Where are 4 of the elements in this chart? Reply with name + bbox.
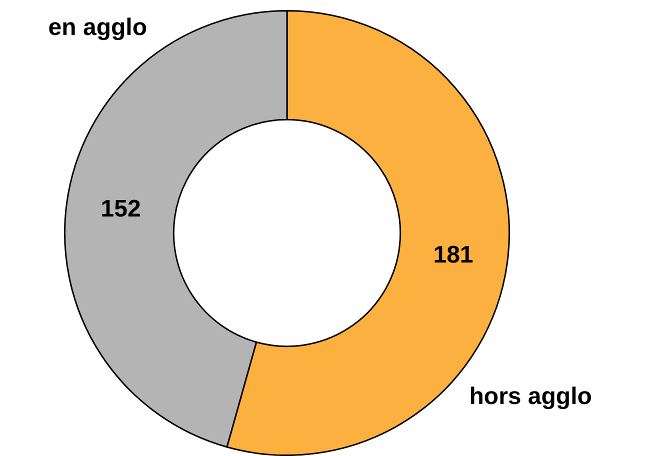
slice-label: hors agglo	[469, 383, 592, 410]
slice-label: en agglo	[48, 14, 147, 42]
data-label: 152	[100, 196, 141, 223]
data-label: 181	[433, 242, 474, 269]
